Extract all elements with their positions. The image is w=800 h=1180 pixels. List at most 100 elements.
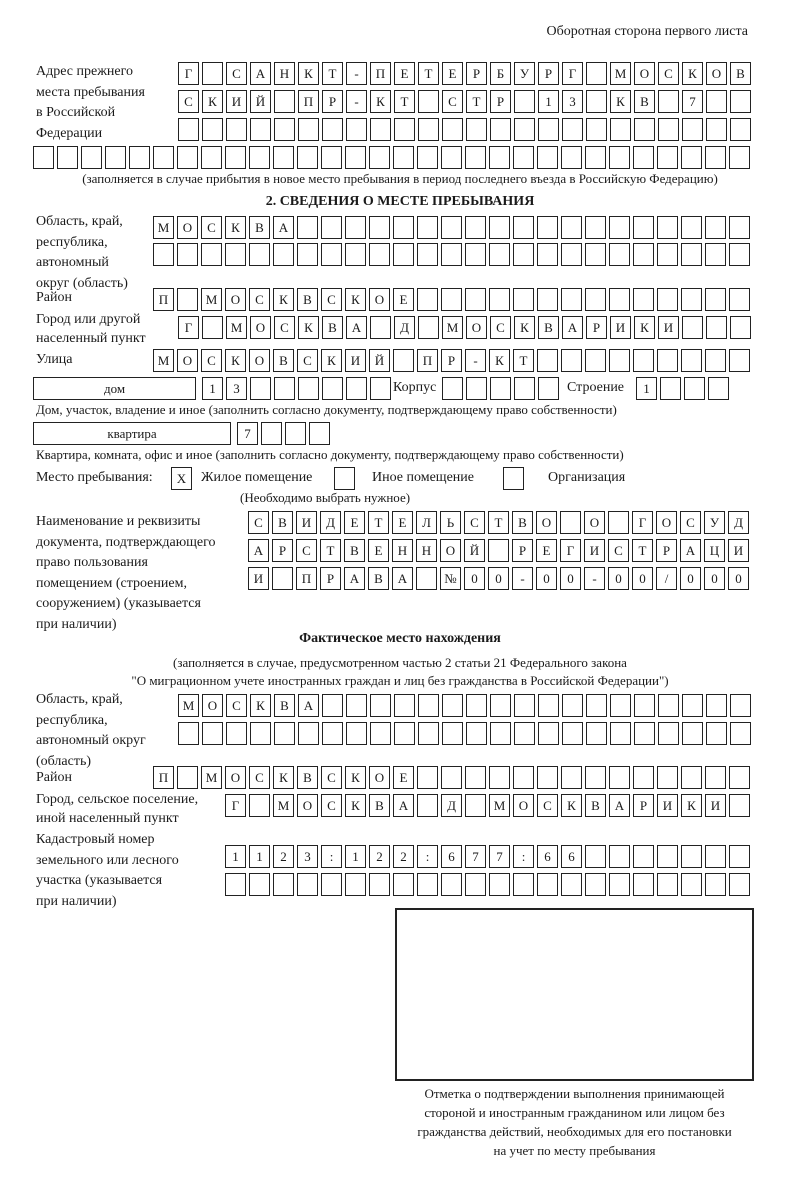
char-cell[interactable]	[417, 216, 438, 239]
char-cell[interactable]: -	[512, 567, 533, 590]
char-cell[interactable]: И	[658, 316, 679, 339]
char-cell[interactable]: 1	[202, 377, 223, 400]
char-cell[interactable]: Р	[490, 90, 511, 113]
char-cell[interactable]	[394, 694, 415, 717]
char-cell[interactable]	[729, 873, 750, 896]
char-cell[interactable]	[705, 216, 726, 239]
char-cell[interactable]	[177, 288, 198, 311]
char-cell[interactable]: К	[321, 349, 342, 372]
char-cell[interactable]: 3	[226, 377, 247, 400]
char-cell[interactable]: В	[369, 794, 390, 817]
char-cell[interactable]	[298, 722, 319, 745]
char-cell[interactable]: С	[490, 316, 511, 339]
char-cell[interactable]	[370, 722, 391, 745]
char-cell[interactable]	[465, 216, 486, 239]
char-cell[interactable]	[537, 766, 558, 789]
char-cell[interactable]: К	[634, 316, 655, 339]
char-cell[interactable]: 7	[465, 845, 486, 868]
char-cell[interactable]	[729, 845, 750, 868]
char-cell[interactable]	[418, 118, 439, 141]
char-cell[interactable]: С	[321, 794, 342, 817]
char-cell[interactable]: В	[273, 349, 294, 372]
char-cell[interactable]	[273, 873, 294, 896]
char-cell[interactable]: К	[250, 694, 271, 717]
char-cell[interactable]	[537, 349, 558, 372]
char-cell[interactable]	[560, 511, 581, 534]
char-cell[interactable]: К	[682, 62, 703, 85]
char-cell[interactable]: И	[345, 349, 366, 372]
char-cell[interactable]	[488, 539, 509, 562]
char-cell[interactable]	[585, 766, 606, 789]
char-cell[interactable]	[489, 243, 510, 266]
char-cell[interactable]: А	[392, 567, 413, 590]
char-cell[interactable]	[657, 146, 678, 169]
char-cell[interactable]: Р	[466, 62, 487, 85]
char-cell[interactable]	[346, 722, 367, 745]
char-cell[interactable]: Т	[322, 62, 343, 85]
char-cell[interactable]	[657, 349, 678, 372]
char-cell[interactable]	[417, 243, 438, 266]
char-cell[interactable]	[466, 722, 487, 745]
char-cell[interactable]	[322, 118, 343, 141]
char-cell[interactable]	[418, 694, 439, 717]
char-cell[interactable]	[322, 694, 343, 717]
char-cell[interactable]: М	[201, 288, 222, 311]
char-cell[interactable]: 0	[632, 567, 653, 590]
char-cell[interactable]: Д	[394, 316, 415, 339]
char-cell[interactable]: П	[296, 567, 317, 590]
char-cell[interactable]	[442, 377, 463, 400]
char-cell[interactable]: 0	[728, 567, 749, 590]
char-cell[interactable]: М	[442, 316, 463, 339]
char-cell[interactable]	[418, 722, 439, 745]
char-cell[interactable]: 0	[560, 567, 581, 590]
char-cell[interactable]	[513, 288, 534, 311]
char-cell[interactable]	[706, 722, 727, 745]
char-cell[interactable]	[513, 146, 534, 169]
char-cell[interactable]: 2	[273, 845, 294, 868]
char-cell[interactable]	[297, 216, 318, 239]
char-cell[interactable]: К	[681, 794, 702, 817]
char-cell[interactable]: К	[489, 349, 510, 372]
char-cell[interactable]	[682, 316, 703, 339]
char-cell[interactable]: С	[296, 539, 317, 562]
char-cell[interactable]	[585, 288, 606, 311]
char-cell[interactable]: А	[248, 539, 269, 562]
char-cell[interactable]	[514, 722, 535, 745]
char-cell[interactable]: К	[298, 316, 319, 339]
char-cell[interactable]: О	[369, 288, 390, 311]
char-cell[interactable]	[322, 722, 343, 745]
char-cell[interactable]	[729, 794, 750, 817]
char-cell[interactable]	[729, 243, 750, 266]
char-cell[interactable]	[657, 216, 678, 239]
char-cell[interactable]: К	[345, 766, 366, 789]
char-cell[interactable]: С	[442, 90, 463, 113]
char-cell[interactable]	[682, 118, 703, 141]
char-cell[interactable]	[417, 873, 438, 896]
char-cell[interactable]: Г	[225, 794, 246, 817]
char-cell[interactable]	[153, 243, 174, 266]
char-cell[interactable]: Т	[466, 90, 487, 113]
char-cell[interactable]	[202, 62, 223, 85]
char-cell[interactable]: О	[634, 62, 655, 85]
char-cell[interactable]	[490, 722, 511, 745]
char-cell[interactable]: 0	[464, 567, 485, 590]
char-cell[interactable]	[633, 288, 654, 311]
char-cell[interactable]: Т	[488, 511, 509, 534]
char-cell[interactable]	[657, 288, 678, 311]
char-cell[interactable]	[609, 146, 630, 169]
char-cell[interactable]	[705, 845, 726, 868]
char-cell[interactable]	[705, 146, 726, 169]
char-cell[interactable]	[250, 118, 271, 141]
char-cell[interactable]: 1	[225, 845, 246, 868]
char-cell[interactable]	[441, 146, 462, 169]
char-cell[interactable]: И	[296, 511, 317, 534]
char-cell[interactable]: С	[658, 62, 679, 85]
char-cell[interactable]: У	[514, 62, 535, 85]
char-cell[interactable]	[729, 288, 750, 311]
char-cell[interactable]	[729, 349, 750, 372]
char-cell[interactable]: 0	[680, 567, 701, 590]
checkbox-other-premises[interactable]	[334, 467, 355, 490]
char-cell[interactable]	[730, 90, 751, 113]
char-cell[interactable]	[585, 845, 606, 868]
char-cell[interactable]: С	[680, 511, 701, 534]
